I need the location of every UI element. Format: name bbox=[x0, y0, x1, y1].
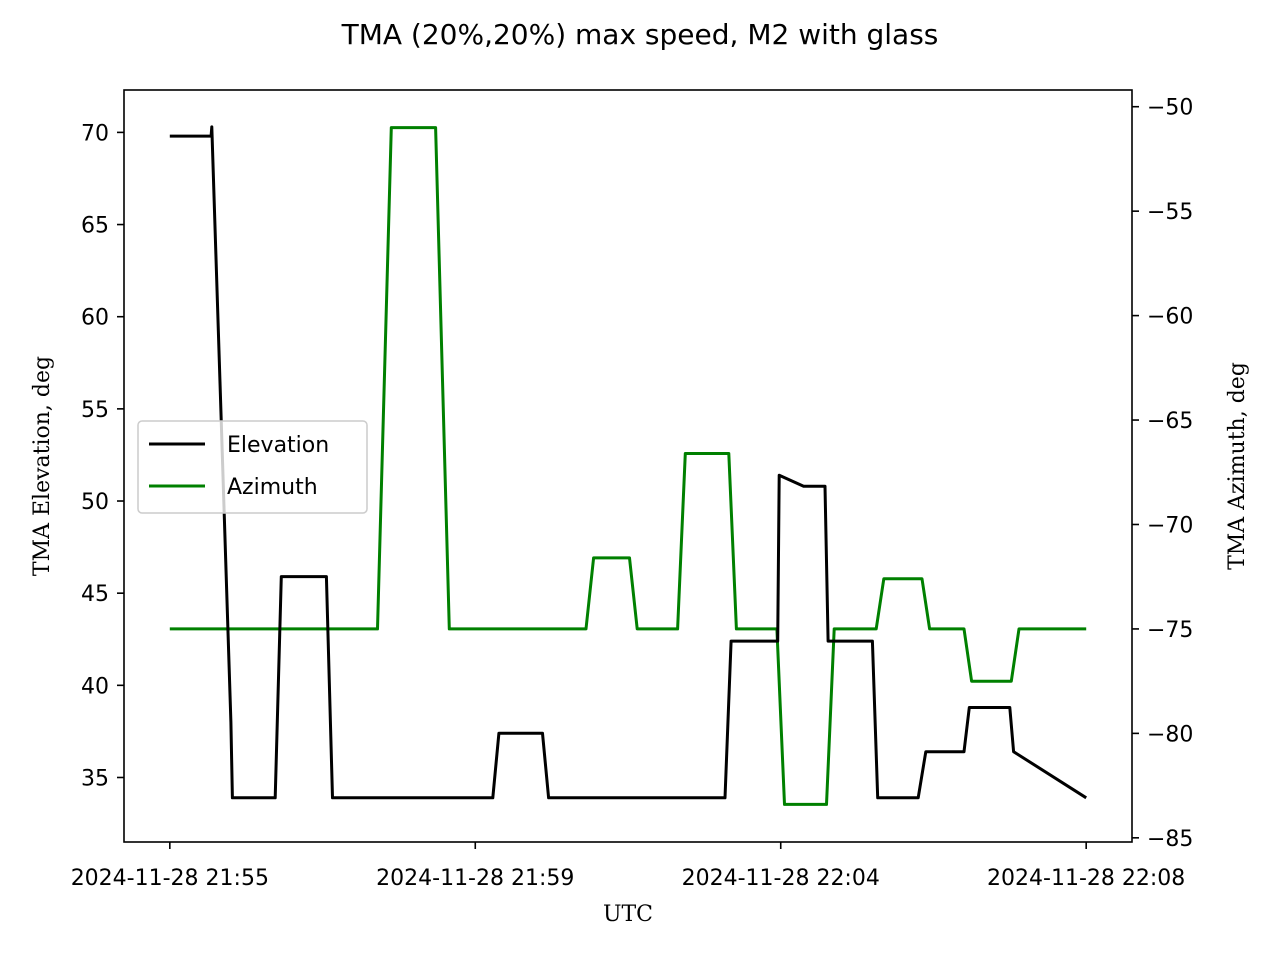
x-axis-label: UTC bbox=[603, 902, 653, 927]
x-tick-label-2: 2024-11-28 22:04 bbox=[682, 866, 880, 891]
y-right-tick-label-2: −75 bbox=[1147, 618, 1193, 643]
x-tick-label-0: 2024-11-28 21:55 bbox=[71, 866, 269, 891]
x-axis: 2024-11-28 21:55 2024-11-28 21:59 2024-11-… bbox=[71, 842, 1185, 891]
legend-label-azimuth: Azimuth bbox=[227, 475, 318, 500]
y-left-tick-label-0: 35 bbox=[81, 766, 109, 791]
legend: Elevation Azimuth bbox=[137, 420, 368, 514]
chart-title: TMA (20%,20%) max speed, M2 with glass bbox=[341, 18, 939, 51]
y-left-tick-label-5: 60 bbox=[81, 306, 109, 331]
y-left-tick-label-7: 70 bbox=[81, 121, 109, 146]
y-axis-right: −85 −80 −75 −70 −65 −60 −55 −50 bbox=[1132, 96, 1193, 852]
y-left-tick-label-3: 50 bbox=[81, 490, 109, 515]
series-line-elevation bbox=[169, 125, 1088, 800]
y-right-tick-label-4: −65 bbox=[1147, 409, 1193, 434]
y-right-tick-label-6: −55 bbox=[1147, 200, 1193, 225]
y-left-tick-label-6: 65 bbox=[81, 214, 109, 239]
legend-label-elevation: Elevation bbox=[227, 433, 329, 458]
plot-frame bbox=[123, 89, 1133, 843]
x-tick-label-1: 2024-11-28 21:59 bbox=[376, 866, 574, 891]
y-left-tick-label-2: 45 bbox=[81, 582, 109, 607]
y-axis-right-label: TMA Azimuth, deg bbox=[1225, 362, 1250, 570]
y-right-tick-label-1: −80 bbox=[1147, 722, 1193, 747]
y-right-tick-label-3: −70 bbox=[1147, 513, 1193, 538]
y-axis-left-label: TMA Elevation, deg bbox=[30, 356, 55, 576]
y-left-tick-label-1: 40 bbox=[81, 674, 109, 699]
y-right-tick-label-0: −85 bbox=[1147, 827, 1193, 852]
series-line-azimuth bbox=[169, 126, 1087, 806]
y-left-tick-label-4: 55 bbox=[81, 398, 109, 423]
x-tick-label-3: 2024-11-28 22:08 bbox=[987, 866, 1185, 891]
plot-area bbox=[123, 89, 1133, 843]
series-layer bbox=[169, 125, 1088, 806]
y-axis-left: 35 40 45 50 55 60 65 70 bbox=[81, 121, 124, 791]
y-right-tick-label-7: −50 bbox=[1147, 96, 1193, 121]
y-right-tick-label-5: −60 bbox=[1147, 305, 1193, 330]
